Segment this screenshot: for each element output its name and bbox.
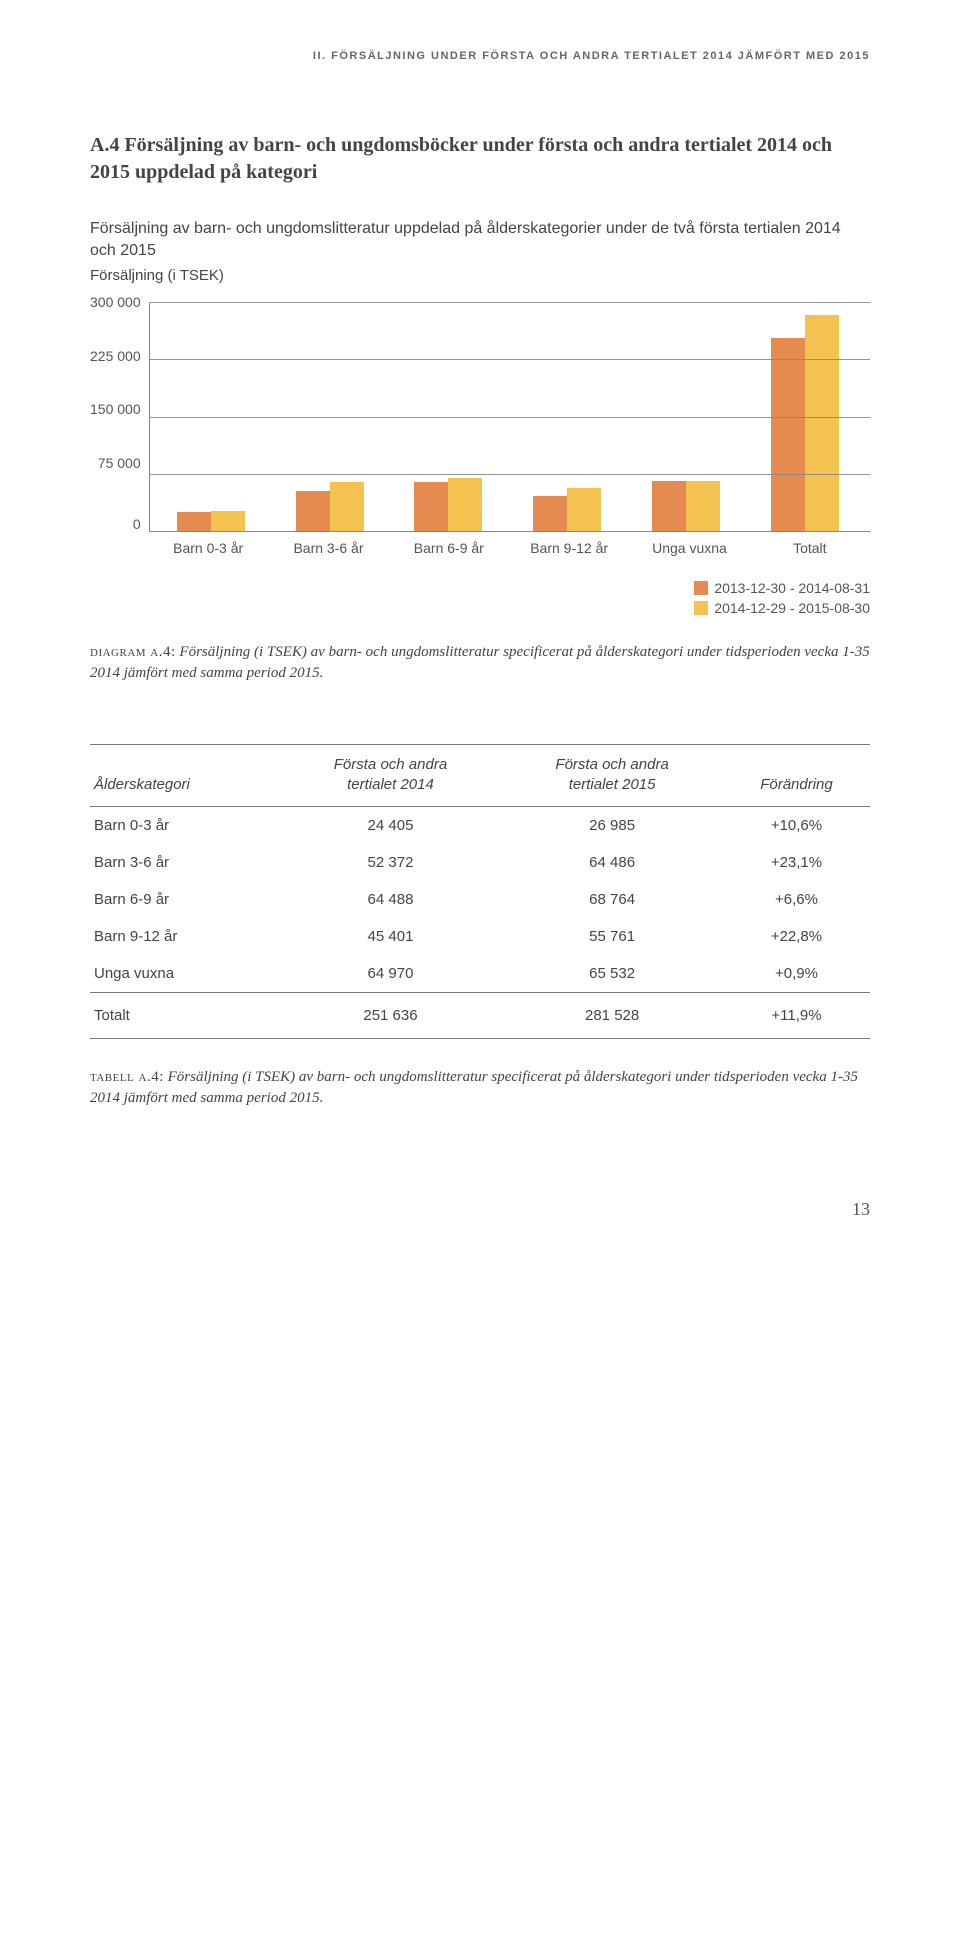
- table-total-row: Totalt251 636281 528+11,9%: [90, 993, 870, 1039]
- table-cell: Totalt: [90, 993, 280, 1039]
- table-cell: +22,8%: [723, 918, 870, 955]
- table-cell: 26 985: [501, 807, 723, 845]
- table-header-cell: Första och andratertialet 2014: [280, 745, 502, 807]
- bar: [448, 478, 482, 531]
- bar-group: [771, 315, 843, 531]
- table-cell: Barn 6-9 år: [90, 881, 280, 918]
- y-tick-label: 150 000: [90, 401, 141, 417]
- bar: [414, 482, 448, 531]
- table-cell: 65 532: [501, 955, 723, 993]
- bar: [177, 512, 211, 531]
- y-axis: 300 000225 000150 00075 0000: [90, 302, 149, 532]
- table-header-cell: Första och andratertialet 2015: [501, 745, 723, 807]
- y-tick-label: 225 000: [90, 348, 141, 364]
- bar: [533, 496, 567, 531]
- table-cell: Barn 3-6 år: [90, 844, 280, 881]
- bar: [652, 481, 686, 531]
- table-row: Barn 6-9 år64 48868 764+6,6%: [90, 881, 870, 918]
- bar: [211, 511, 245, 532]
- table-row: Barn 3-6 år52 37264 486+23,1%: [90, 844, 870, 881]
- bar: [686, 481, 720, 531]
- x-tick-label: Barn 3-6 år: [283, 540, 373, 556]
- section-heading: A.4 Försäljning av barn- och ungdomsböck…: [90, 132, 870, 186]
- table-cell: 68 764: [501, 881, 723, 918]
- table-cell: Unga vuxna: [90, 955, 280, 993]
- table-cell: 24 405: [280, 807, 502, 845]
- bar: [330, 482, 364, 531]
- legend-label: 2014-12-29 - 2015-08-30: [714, 600, 870, 616]
- x-tick-label: Barn 9-12 år: [524, 540, 614, 556]
- table-cell: 281 528: [501, 993, 723, 1039]
- bar: [567, 488, 601, 531]
- table-cell: +10,6%: [723, 807, 870, 845]
- legend: 2013-12-30 - 2014-08-31 2014-12-29 - 2015…: [90, 580, 870, 616]
- legend-swatch: [694, 601, 708, 615]
- table-cell: +11,9%: [723, 993, 870, 1039]
- table-cell: 64 488: [280, 881, 502, 918]
- diagram-caption: diagram a.4: Försäljning (i TSEK) av bar…: [90, 642, 870, 684]
- table-cell: +23,1%: [723, 844, 870, 881]
- bar: [771, 338, 805, 531]
- page-number: 13: [90, 1199, 870, 1220]
- table-row: Unga vuxna64 97065 532+0,9%: [90, 955, 870, 993]
- y-tick-label: 75 000: [98, 455, 141, 471]
- table-header-cell: Ålderskategori: [90, 745, 280, 807]
- table-cell: +6,6%: [723, 881, 870, 918]
- bar-chart: 300 000225 000150 00075 0000 Barn 0-3 år…: [90, 302, 870, 556]
- caption-body: Försäljning (i TSEK) av barn- och ungdom…: [90, 644, 870, 681]
- chart-title: Försäljning av barn- och ungdomslitterat…: [90, 218, 870, 261]
- table-row: Barn 0-3 år24 40526 985+10,6%: [90, 807, 870, 845]
- y-tick-label: 300 000: [90, 294, 141, 310]
- legend-item: 2014-12-29 - 2015-08-30: [90, 600, 870, 616]
- table-row: Barn 9-12 år45 40155 761+22,8%: [90, 918, 870, 955]
- bar: [296, 491, 330, 531]
- bar-group: [414, 478, 486, 531]
- legend-item: 2013-12-30 - 2014-08-31: [90, 580, 870, 596]
- bar-group: [652, 481, 724, 531]
- chart-subtitle: Försäljning (i TSEK): [90, 267, 870, 284]
- x-tick-label: Totalt: [765, 540, 855, 556]
- bar-group: [177, 511, 249, 532]
- running-header: II. FÖRSÄLJNING UNDER FÖRSTA OCH ANDRA T…: [90, 50, 870, 62]
- tabell-caption: tabell a.4: Försäljning (i TSEK) av barn…: [90, 1067, 870, 1109]
- bar: [805, 315, 839, 531]
- bar-group: [296, 482, 368, 531]
- caption-lead: diagram a.4:: [90, 644, 176, 660]
- caption-lead: tabell a.4:: [90, 1069, 164, 1085]
- x-tick-label: Unga vuxna: [644, 540, 734, 556]
- table-cell: 251 636: [280, 993, 502, 1039]
- table-cell: 52 372: [280, 844, 502, 881]
- table-header-cell: Förändring: [723, 745, 870, 807]
- x-tick-label: Barn 0-3 år: [163, 540, 253, 556]
- plot-area: [149, 302, 870, 532]
- table-cell: 55 761: [501, 918, 723, 955]
- data-table: ÅlderskategoriFörsta och andratertialet …: [90, 744, 870, 1039]
- x-tick-label: Barn 6-9 år: [404, 540, 494, 556]
- table-cell: 64 486: [501, 844, 723, 881]
- table-cell: Barn 0-3 år: [90, 807, 280, 845]
- table-cell: +0,9%: [723, 955, 870, 993]
- legend-swatch: [694, 581, 708, 595]
- table-cell: 64 970: [280, 955, 502, 993]
- caption-body: Försäljning (i TSEK) av barn- och ungdom…: [90, 1069, 858, 1106]
- table-cell: 45 401: [280, 918, 502, 955]
- table-cell: Barn 9-12 år: [90, 918, 280, 955]
- y-tick-label: 0: [133, 516, 141, 532]
- bar-group: [533, 488, 605, 531]
- x-axis-labels: Barn 0-3 år Barn 3-6 år Barn 6-9 år Barn 9-…: [148, 540, 870, 556]
- legend-label: 2013-12-30 - 2014-08-31: [714, 580, 870, 596]
